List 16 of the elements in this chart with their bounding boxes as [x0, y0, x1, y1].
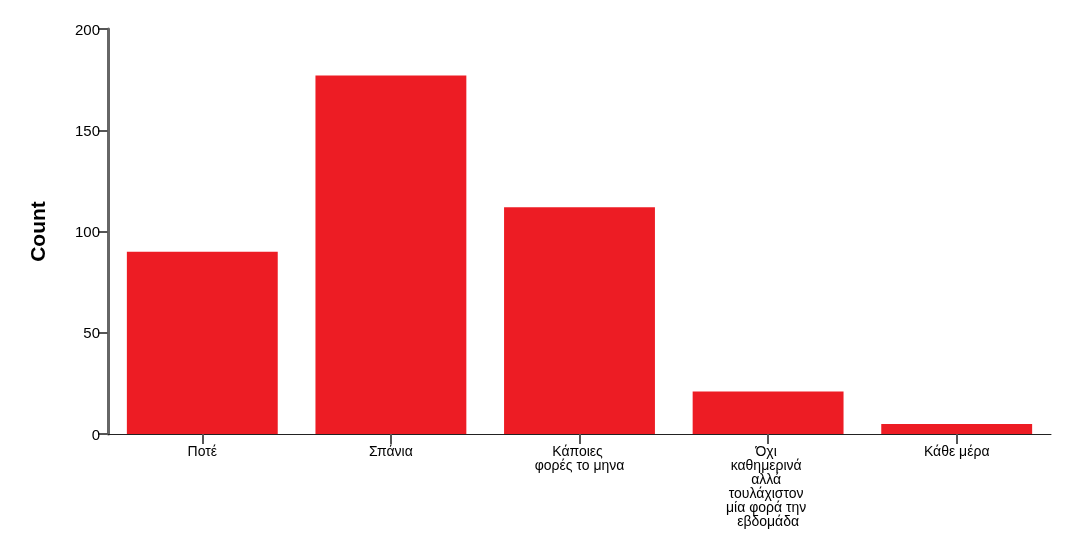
y-tick-label: 50 — [83, 324, 100, 342]
x-tick-label: Όχι καθημερινά αλλά τουλάχιστον μία φορά την εβδομάδα — [726, 443, 811, 529]
x-tick-label: Κάποιες φορές το μηνα — [534, 443, 625, 473]
bar — [692, 391, 844, 434]
bar — [504, 207, 655, 434]
y-tick-label: 100 — [74, 223, 100, 240]
bar — [881, 423, 1033, 434]
bar — [315, 75, 467, 434]
bar — [126, 251, 278, 434]
x-tick-label: Σπάνια — [369, 443, 413, 459]
y-tick-label: 0 — [91, 425, 100, 443]
y-tick-label: 200 — [74, 20, 100, 38]
x-tick-label: Ποτέ — [187, 443, 218, 459]
x-tick-label: Κάθε μέρα — [923, 443, 990, 459]
y-tick-label: 150 — [74, 121, 100, 139]
y-axis-title: Count — [26, 201, 49, 262]
